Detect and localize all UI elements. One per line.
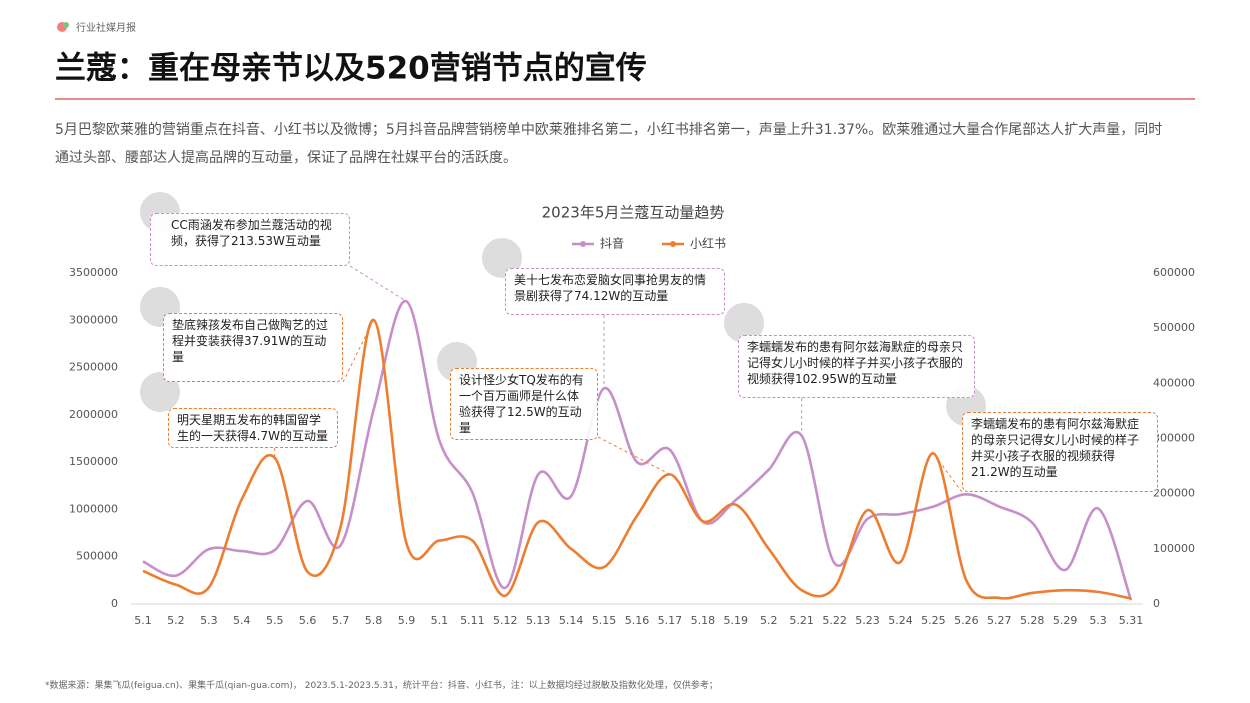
- x-tick-label: 5.19: [724, 614, 749, 627]
- leader-line: [597, 436, 671, 475]
- y2-tick-label: 600000: [1153, 266, 1195, 279]
- x-tick-label: 5.29: [1053, 614, 1078, 627]
- x-tick-label: 5.18: [691, 614, 716, 627]
- x-tick-label: 5.24: [888, 614, 913, 627]
- x-tick-label: 5.26: [954, 614, 979, 627]
- leader-line: [932, 453, 963, 493]
- x-tick-label: 5.3: [1089, 614, 1107, 627]
- y-tick-label: 0: [111, 597, 118, 610]
- annotation: 明天星期五发布的韩国留学生的一天获得4.7W的互动量: [168, 408, 338, 448]
- x-tick-label: 5.7: [332, 614, 350, 627]
- annotation: 李蠕蠕发布的患有阿尔兹海默症的母亲只记得女儿小时候的样子并买小孩子衣服的视频获得…: [962, 412, 1158, 492]
- x-tick-label: 5.27: [987, 614, 1012, 627]
- legend-label: 小红书: [690, 236, 726, 251]
- logo: [63, 22, 69, 28]
- x-tick-label: 5.6: [299, 614, 317, 627]
- x-tick-label: 5.13: [526, 614, 551, 627]
- y-tick-label: 3500000: [69, 266, 118, 279]
- legend-swatch: [580, 241, 586, 247]
- annotation: CC雨涵发布参加兰蔻活动的视频，获得了213.53W互动量: [150, 213, 350, 266]
- x-tick-label: 5.17: [658, 614, 683, 627]
- annotation: 设计怪少女TQ发布的有一个百万画师是什么体验获得了12.5W的互动量: [450, 368, 598, 440]
- x-tick-label: 5.31: [1119, 614, 1144, 627]
- y2-tick-label: 300000: [1153, 432, 1195, 445]
- description: 5月巴黎欧莱雅的营销重点在抖音、小红书以及微博；5月抖音品牌营销榜单中欧莱雅排名…: [55, 122, 1163, 166]
- x-tick-label: 5.11: [460, 614, 485, 627]
- y2-tick-label: 100000: [1153, 542, 1195, 555]
- x-tick-label: 5.21: [789, 614, 814, 627]
- annotation: 美十七发布恋爱脑女同事抢男友的情景剧获得了74.12W的互动量: [505, 268, 725, 315]
- x-tick-label: 5.23: [855, 614, 880, 627]
- x-tick-label: 5.1: [134, 614, 152, 627]
- x-tick-label: 5.25: [921, 614, 946, 627]
- y2-tick-label: 0: [1153, 597, 1160, 610]
- leader-line: [349, 265, 407, 302]
- x-tick-label: 5.5: [266, 614, 284, 627]
- page-title: 兰蔻：重在母亲节以及520营销节点的宣传: [55, 51, 647, 87]
- legend-swatch: [670, 241, 676, 247]
- x-tick-label: 5.9: [398, 614, 416, 627]
- annotation: 李蠕蠕发布的患有阿尔兹海默症的母亲只记得女儿小时候的样子并买小孩子衣服的视频获得…: [738, 335, 975, 398]
- x-tick-label: 5.3: [200, 614, 218, 627]
- x-tick-label: 5.2: [760, 614, 778, 627]
- y2-tick-label: 500000: [1153, 321, 1195, 334]
- chart-title: 2023年5月兰蔻互动量趋势: [542, 204, 725, 222]
- y-tick-label: 1000000: [69, 502, 118, 515]
- x-tick-label: 5.12: [493, 614, 518, 627]
- y2-tick-label: 400000: [1153, 376, 1195, 389]
- y-tick-label: 500000: [76, 550, 118, 563]
- y2-tick-label: 200000: [1153, 487, 1195, 500]
- x-tick-label: 5.22: [822, 614, 847, 627]
- y-tick-label: 2000000: [69, 408, 118, 421]
- x-tick-label: 5.14: [559, 614, 584, 627]
- y-tick-label: 2500000: [69, 361, 118, 374]
- series-line: [142, 300, 1133, 601]
- x-tick-label: 5.28: [1020, 614, 1045, 627]
- x-tick-label: 5.16: [625, 614, 650, 627]
- header-label: 行业社媒月报: [76, 21, 136, 34]
- x-tick-label: 5.15: [592, 614, 617, 627]
- x-tick-label: 5.1: [431, 614, 449, 627]
- annotation: 垫底辣孩发布自己做陶艺的过程并变装获得37.91W的互动量: [163, 313, 343, 382]
- series-line: [142, 318, 1132, 600]
- footnote: *数据来源：果集飞瓜(feigua.cn)、果集千瓜(qian-gua.com)…: [45, 681, 718, 691]
- x-tick-label: 5.2: [167, 614, 185, 627]
- x-tick-label: 5.8: [365, 614, 383, 627]
- y-tick-label: 1500000: [69, 455, 118, 468]
- x-tick-label: 5.4: [233, 614, 251, 627]
- y-tick-label: 3000000: [69, 313, 118, 326]
- legend-label: 抖音: [600, 236, 624, 251]
